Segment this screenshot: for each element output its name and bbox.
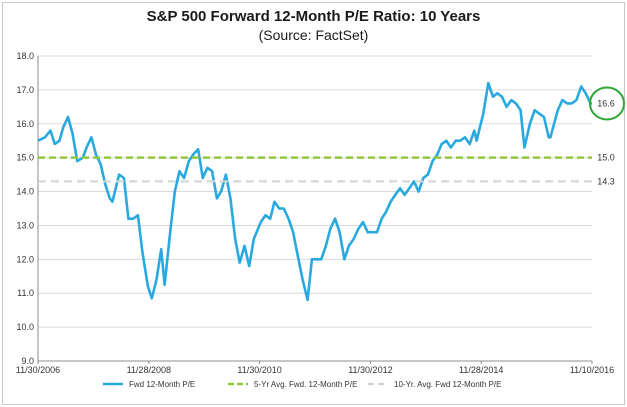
end-value-label: 15.0 xyxy=(597,153,615,163)
y-tick-label: 12.0 xyxy=(16,254,34,264)
y-tick-label: 16.0 xyxy=(16,119,34,129)
legend-layer: Fwd 12-Month P/E 5-Yr Avg. Fwd. 12-Month … xyxy=(103,380,501,389)
x-tick-label: 11/10/2016 xyxy=(570,365,614,375)
end-value-label: 16.6 xyxy=(597,98,615,108)
y-tick-label: 11.0 xyxy=(17,288,34,298)
x-tick-label: 11/30/2010 xyxy=(237,365,281,375)
y-tick-label: 9.0 xyxy=(21,356,34,366)
x-tick-label: 11/28/2008 xyxy=(127,365,171,375)
y-tick-label: 13.0 xyxy=(16,220,34,230)
end-value-label: 14.3 xyxy=(597,176,615,186)
x-tick-label: 11/30/2012 xyxy=(348,365,392,375)
axis-layer: 9.0 10.0 11.0 12.0 13.0 14.0 15.0 16.0 17.0 18.0 1… xyxy=(16,51,614,375)
x-tick-label: 11/30/2006 xyxy=(16,365,60,375)
x-tick-label: 11/28/2014 xyxy=(459,365,503,375)
highlight-circle xyxy=(589,86,625,121)
annotation-layer: 16.6 15.0 14.3 xyxy=(589,86,625,186)
series-layer xyxy=(37,81,592,302)
y-tick-label: 17.0 xyxy=(16,85,34,95)
chart-title: S&P 500 Forward 12-Month P/E Ratio: 10 Y… xyxy=(146,8,481,25)
y-tick-label: 10.0 xyxy=(16,322,34,332)
y-tick-label: 14.0 xyxy=(16,187,34,197)
legend-10yr-avg-label: 10-Yr. Avg. Fwd 12-Month P/E xyxy=(394,380,501,389)
chart-subtitle: (Source: FactSet) xyxy=(258,27,369,43)
y-tick-label: 18.0 xyxy=(16,51,34,61)
series-line-fwd-pe xyxy=(37,81,592,302)
y-tick-label: 15.0 xyxy=(16,153,34,163)
legend-fwd-pe-label: Fwd 12-Month P/E xyxy=(129,380,195,389)
legend-5yr-avg-label: 5-Yr Avg. Fwd. 12-Month P/E xyxy=(254,380,357,389)
